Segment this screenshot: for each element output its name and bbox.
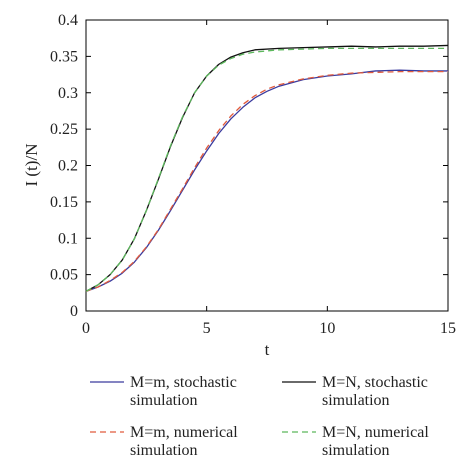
y-tick-label: 0.25	[50, 121, 78, 138]
y-tick-label: 0.15	[50, 194, 78, 211]
legend-label-line2: simulation	[130, 392, 198, 409]
y-tick-label: 0.1	[58, 230, 78, 247]
y-tick-label: 0.35	[50, 48, 78, 65]
legend-label: M=m, numerical	[130, 424, 238, 441]
y-axis-label: I (t)/N	[22, 144, 41, 187]
ticks-layer: 0 5 10 15 0 0.05 0.1 0.15 0.2 0.25 0.3 0.35 0.4	[50, 12, 456, 337]
x-axis-label: t	[265, 340, 270, 359]
y-tick-label: 0.2	[58, 158, 78, 175]
x-tick-label: 10	[319, 320, 335, 337]
x-tick-label: 5	[203, 320, 211, 337]
legend-label: M=N, numerical	[322, 424, 429, 441]
y-tick-label: 0	[70, 303, 78, 320]
series-line-1	[85, 69, 448, 292]
series-line-3	[85, 71, 448, 292]
y-tick-label: 0.3	[58, 85, 78, 102]
series-layer	[85, 44, 449, 292]
x-tick-label: 0	[82, 320, 90, 337]
x-tick-label: 15	[440, 320, 456, 337]
legend-label-line2: simulation	[322, 442, 390, 459]
legend-label: M=N, stochastic	[322, 374, 428, 391]
plot-frame	[85, 19, 449, 312]
legend-label-line2: simulation	[322, 392, 390, 409]
legend-label-line2: simulation	[130, 442, 198, 459]
y-tick-label: 0.05	[50, 267, 78, 284]
legend-label: M=m, stochastic	[130, 374, 237, 391]
y-tick-label: 0.4	[58, 12, 78, 29]
series-line-4	[85, 47, 448, 292]
